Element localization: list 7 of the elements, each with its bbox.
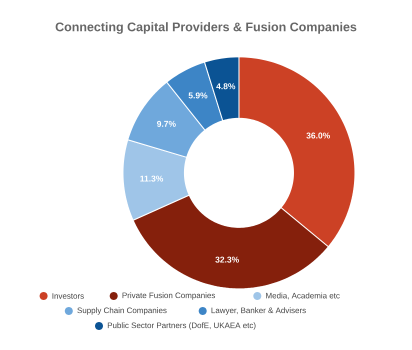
data-label: 36.0% — [306, 132, 330, 139]
data-label: 32.3% — [215, 256, 239, 263]
chart-title: Connecting Capital Providers & Fusion Companies — [56, 22, 356, 34]
data-label: 4.8% — [216, 83, 236, 90]
data-label: 9.7% — [157, 120, 176, 127]
data-label: 11.3% — [140, 176, 164, 182]
data-label: 5.9% — [188, 92, 208, 98]
